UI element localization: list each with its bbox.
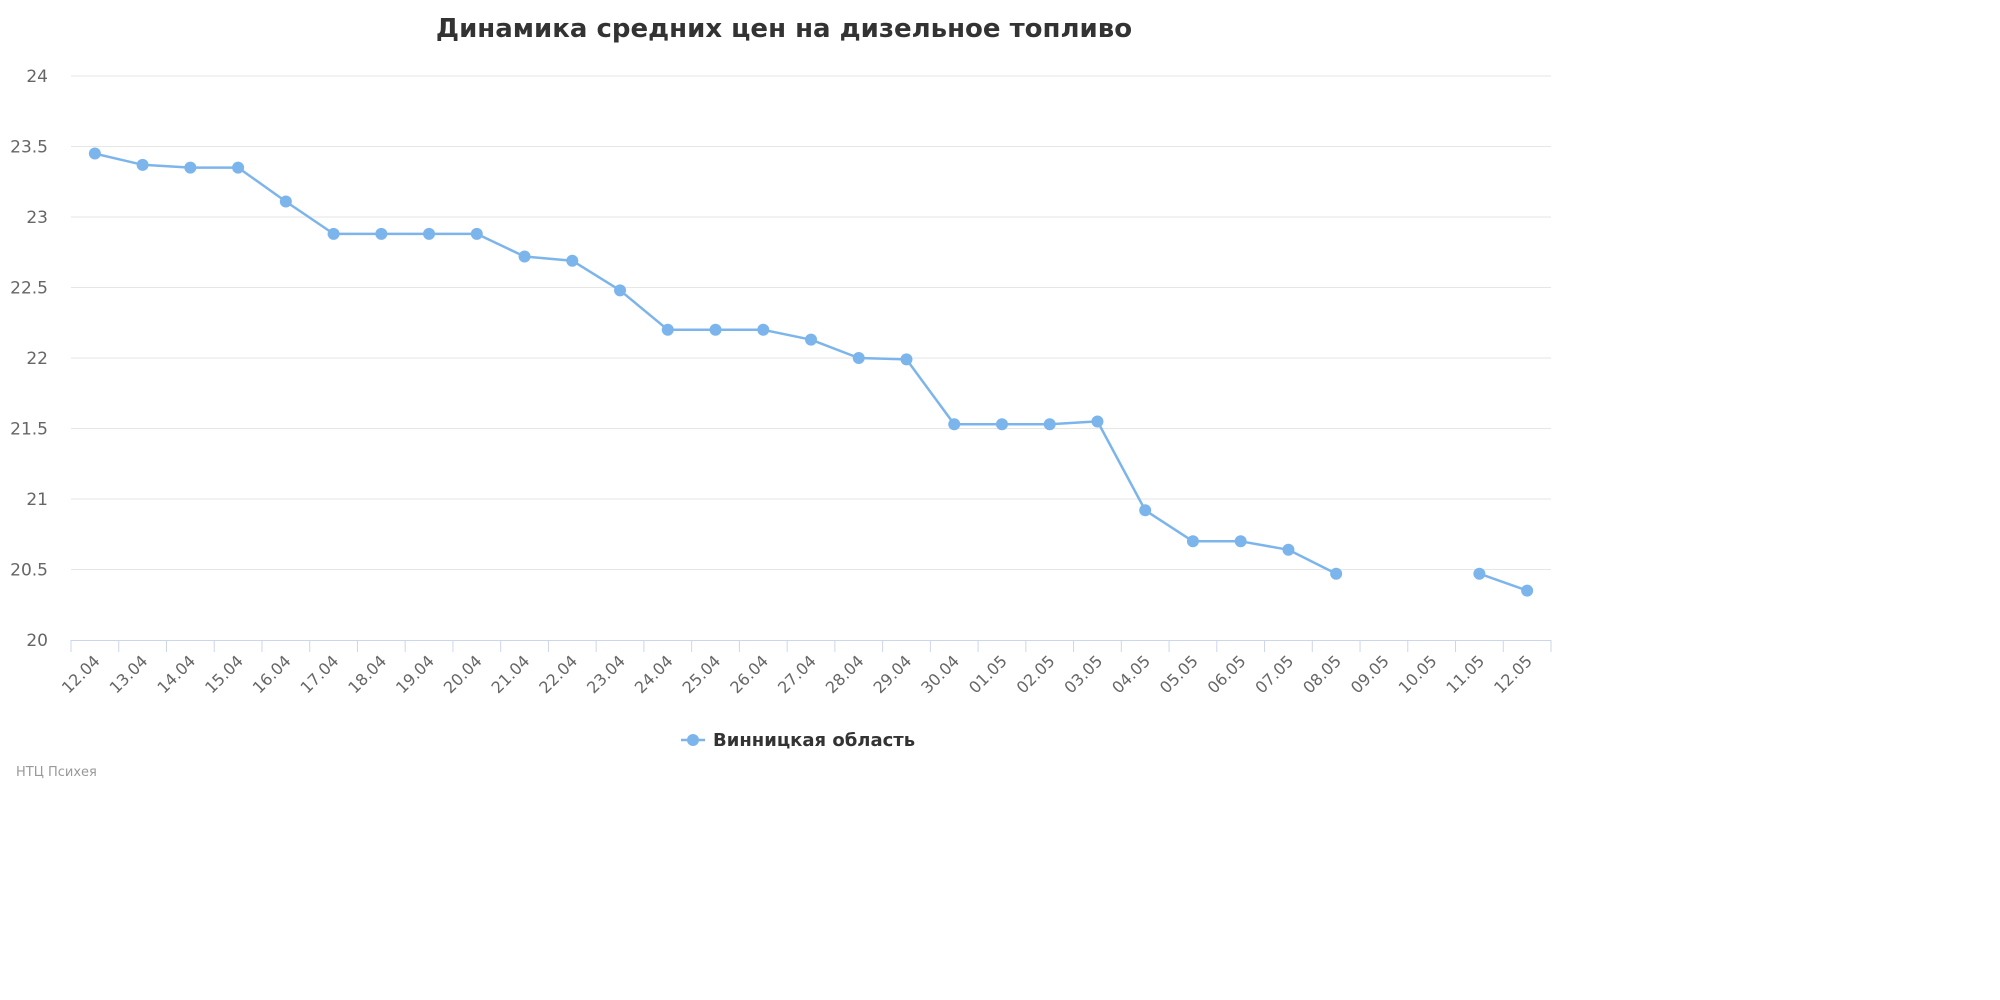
x-tick-label: 30.04 (917, 651, 963, 697)
legend-label: Винницкая область (713, 730, 915, 751)
data-point[interactable] (852, 352, 865, 364)
x-tick-label: 10.05 (1395, 651, 1441, 697)
x-tick-label: 08.05 (1299, 651, 1345, 697)
y-tick-label: 22 (26, 349, 48, 369)
data-point[interactable] (709, 323, 722, 336)
data-point[interactable] (232, 161, 245, 174)
series-line (93, 152, 1529, 592)
x-tick-label: 20.04 (440, 651, 486, 697)
data-point[interactable] (1521, 584, 1534, 597)
x-tick-label: 02.05 (1013, 651, 1059, 697)
y-tick-label: 21.5 (10, 420, 48, 440)
grid-lines (71, 75, 1551, 570)
x-axis: 12.04 13.04 14.04 15.04 16.04 17.04 18.04 19.04… (58, 640, 1552, 697)
legend-marker-icon (687, 734, 699, 746)
data-points (88, 147, 1534, 597)
data-point[interactable] (279, 195, 292, 208)
chart: Динамика средних цен на дизельное топлив… (10, 14, 1552, 780)
credits[interactable]: НТЦ Психея (16, 765, 97, 780)
x-tick-label: 04.05 (1108, 651, 1154, 697)
x-tick-label: 26.04 (726, 651, 772, 697)
x-tick-label: 29.04 (869, 651, 915, 697)
data-point[interactable] (423, 227, 436, 240)
data-point[interactable] (900, 353, 913, 366)
y-tick-label: 23 (26, 208, 48, 228)
data-point[interactable] (1473, 567, 1486, 580)
x-tick-label: 21.04 (488, 651, 534, 697)
y-axis-labels: 20 20.5 21 21.5 22 22.5 23 23.5 24 (10, 67, 48, 651)
y-tick-label: 24 (26, 67, 48, 87)
data-point[interactable] (470, 227, 483, 240)
data-point[interactable] (661, 323, 674, 336)
x-tick-label: 11.05 (1442, 651, 1488, 697)
chart-title: Динамика средних цен на дизельное топлив… (436, 14, 1132, 44)
data-point[interactable] (1043, 418, 1056, 431)
x-tick-label: 25.04 (679, 651, 725, 697)
data-point[interactable] (805, 333, 817, 346)
data-point[interactable] (1186, 535, 1199, 548)
y-tick-label: 22.5 (10, 279, 48, 299)
x-tick-label: 28.04 (822, 651, 868, 697)
data-point[interactable] (136, 158, 149, 171)
x-tick-label: 27.04 (774, 651, 820, 697)
x-tick-label: 07.05 (1251, 651, 1297, 697)
data-point[interactable] (88, 147, 101, 160)
x-tick-label: 13.04 (106, 651, 152, 697)
data-point[interactable] (1282, 543, 1295, 556)
x-tick-label: 17.04 (297, 651, 343, 697)
y-tick-label: 21 (26, 490, 48, 510)
x-tick-label: 09.05 (1347, 651, 1393, 697)
data-point[interactable] (327, 227, 340, 240)
data-point[interactable] (1139, 504, 1152, 517)
data-point[interactable] (1330, 567, 1343, 580)
x-tick-label: 03.05 (1060, 651, 1106, 697)
x-tick-label: 05.05 (1156, 651, 1202, 697)
y-tick-label: 23.5 (10, 138, 48, 158)
data-point[interactable] (375, 227, 388, 240)
x-tick-label: 12.05 (1490, 651, 1536, 697)
x-tick-label: 06.05 (1204, 651, 1250, 697)
data-point[interactable] (1091, 415, 1104, 428)
x-tick-label: 19.04 (392, 651, 438, 697)
x-tick-label: 22.04 (535, 651, 581, 697)
y-tick-label: 20.5 (10, 561, 48, 581)
x-tick-label: 15.04 (201, 651, 247, 697)
data-point[interactable] (757, 323, 770, 336)
x-tick-label: 14.04 (153, 651, 199, 697)
data-point[interactable] (948, 418, 961, 431)
x-tick-label: 01.05 (965, 651, 1011, 697)
x-tick-label: 23.04 (583, 651, 629, 697)
data-point[interactable] (1234, 535, 1247, 548)
y-tick-label: 20 (26, 631, 48, 651)
legend[interactable]: Винницкая область (681, 730, 915, 751)
data-point[interactable] (184, 161, 197, 174)
data-point[interactable] (518, 250, 531, 263)
data-point[interactable] (995, 418, 1008, 431)
x-tick-label: 16.04 (249, 651, 295, 697)
x-tick-label: 24.04 (631, 651, 677, 697)
x-tick-label: 12.04 (58, 651, 104, 697)
data-point[interactable] (566, 254, 579, 267)
series-line-segment (1478, 572, 1529, 592)
data-point[interactable] (614, 284, 627, 297)
x-tick-label: 18.04 (344, 651, 390, 697)
